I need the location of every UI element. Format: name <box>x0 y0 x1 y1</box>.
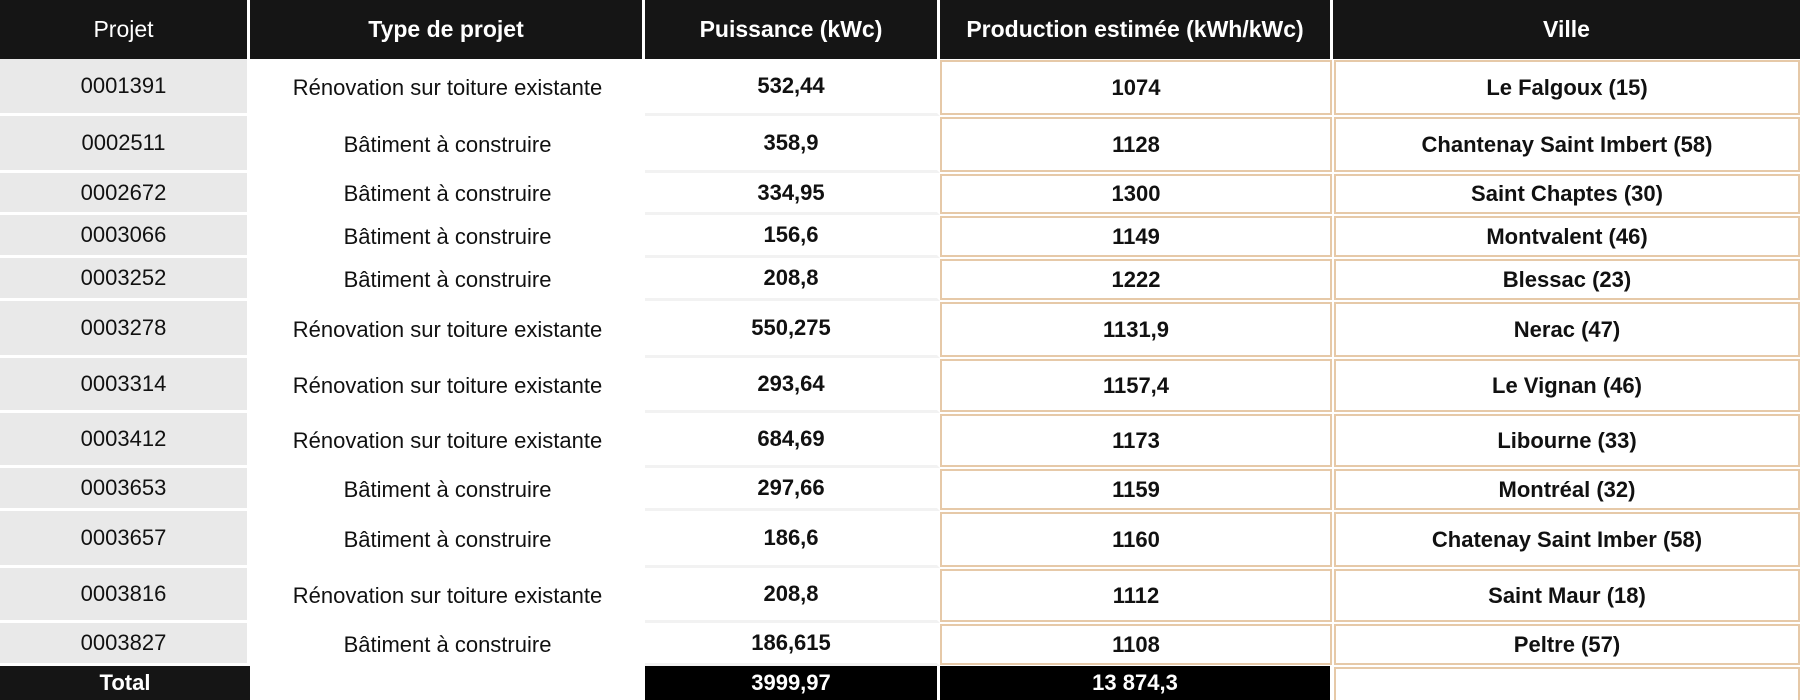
cell-production: 1159 <box>940 469 1332 510</box>
cell-puissance: 334,95 <box>645 173 940 215</box>
cell-puissance: 208,8 <box>645 568 940 623</box>
cell-type: Bâtiment à construire <box>250 215 645 258</box>
cell-production: 1108 <box>940 624 1332 665</box>
cell-production: 1112 <box>940 569 1332 622</box>
cell-puissance: 156,6 <box>645 215 940 258</box>
cell-puissance: 550,275 <box>645 301 940 358</box>
cell-ville: Saint Chaptes (30) <box>1334 174 1800 214</box>
cell-projet: 0001391 <box>0 59 250 116</box>
cell-puissance: 208,8 <box>645 258 940 301</box>
cell-production: 1300 <box>940 174 1332 214</box>
cell-ville: Chatenay Saint Imber (58) <box>1334 512 1800 567</box>
cell-type: Bâtiment à construire <box>250 511 645 568</box>
header-puissance: Puissance (kWc) <box>645 0 940 59</box>
cell-type: Bâtiment à construire <box>250 623 645 666</box>
total-label: Total <box>0 666 250 700</box>
cell-projet: 0003827 <box>0 623 250 666</box>
cell-ville: Le Vignan (46) <box>1334 359 1800 412</box>
cell-ville: Le Falgoux (15) <box>1334 60 1800 115</box>
cell-ville: Peltre (57) <box>1334 624 1800 665</box>
cell-type: Bâtiment à construire <box>250 258 645 301</box>
cell-projet: 0003252 <box>0 258 250 301</box>
cell-projet: 0003657 <box>0 511 250 568</box>
cell-type: Rénovation sur toiture existante <box>250 413 645 468</box>
total-puissance: 3999,97 <box>645 666 940 700</box>
cell-type: Rénovation sur toiture existante <box>250 301 645 358</box>
cell-ville: Montréal (32) <box>1334 469 1800 510</box>
cell-projet: 0002672 <box>0 173 250 215</box>
cell-type: Rénovation sur toiture existante <box>250 568 645 623</box>
header-production: Production estimée (kWh/kWc) <box>940 0 1333 59</box>
cell-puissance: 297,66 <box>645 468 940 511</box>
cell-puissance: 684,69 <box>645 413 940 468</box>
cell-puissance: 358,9 <box>645 116 940 173</box>
cell-puissance: 186,615 <box>645 623 940 666</box>
cell-type: Bâtiment à construire <box>250 173 645 215</box>
header-ville: Ville <box>1333 0 1800 59</box>
cell-type: Bâtiment à construire <box>250 116 645 173</box>
cell-production: 1173 <box>940 414 1332 467</box>
cell-production: 1074 <box>940 60 1332 115</box>
cell-ville: Blessac (23) <box>1334 259 1800 300</box>
cell-ville: Saint Maur (18) <box>1334 569 1800 622</box>
cell-ville: Montvalent (46) <box>1334 216 1800 257</box>
cell-type: Rénovation sur toiture existante <box>250 59 645 116</box>
cell-puissance: 186,6 <box>645 511 940 568</box>
cell-ville: Nerac (47) <box>1334 302 1800 357</box>
cell-projet: 0003278 <box>0 301 250 358</box>
cell-projet: 0003066 <box>0 215 250 258</box>
total-type-empty <box>250 666 645 700</box>
header-projet: Projet <box>0 0 250 59</box>
cell-production: 1157,4 <box>940 359 1332 412</box>
cell-ville: Chantenay Saint Imbert (58) <box>1334 117 1800 172</box>
cell-production: 1222 <box>940 259 1332 300</box>
cell-production: 1128 <box>940 117 1332 172</box>
cell-type: Bâtiment à construire <box>250 468 645 511</box>
cell-projet: 0003412 <box>0 413 250 468</box>
total-ville-empty <box>1334 667 1800 700</box>
cell-projet: 0003314 <box>0 358 250 413</box>
cell-projet: 0002511 <box>0 116 250 173</box>
cell-production: 1131,9 <box>940 302 1332 357</box>
total-production: 13 874,3 <box>940 666 1333 700</box>
cell-ville: Libourne (33) <box>1334 414 1800 467</box>
cell-production: 1149 <box>940 216 1332 257</box>
cell-production: 1160 <box>940 512 1332 567</box>
header-type: Type de projet <box>250 0 645 59</box>
cell-puissance: 532,44 <box>645 59 940 116</box>
cell-projet: 0003653 <box>0 468 250 511</box>
cell-projet: 0003816 <box>0 568 250 623</box>
cell-type: Rénovation sur toiture existante <box>250 358 645 413</box>
cell-puissance: 293,64 <box>645 358 940 413</box>
